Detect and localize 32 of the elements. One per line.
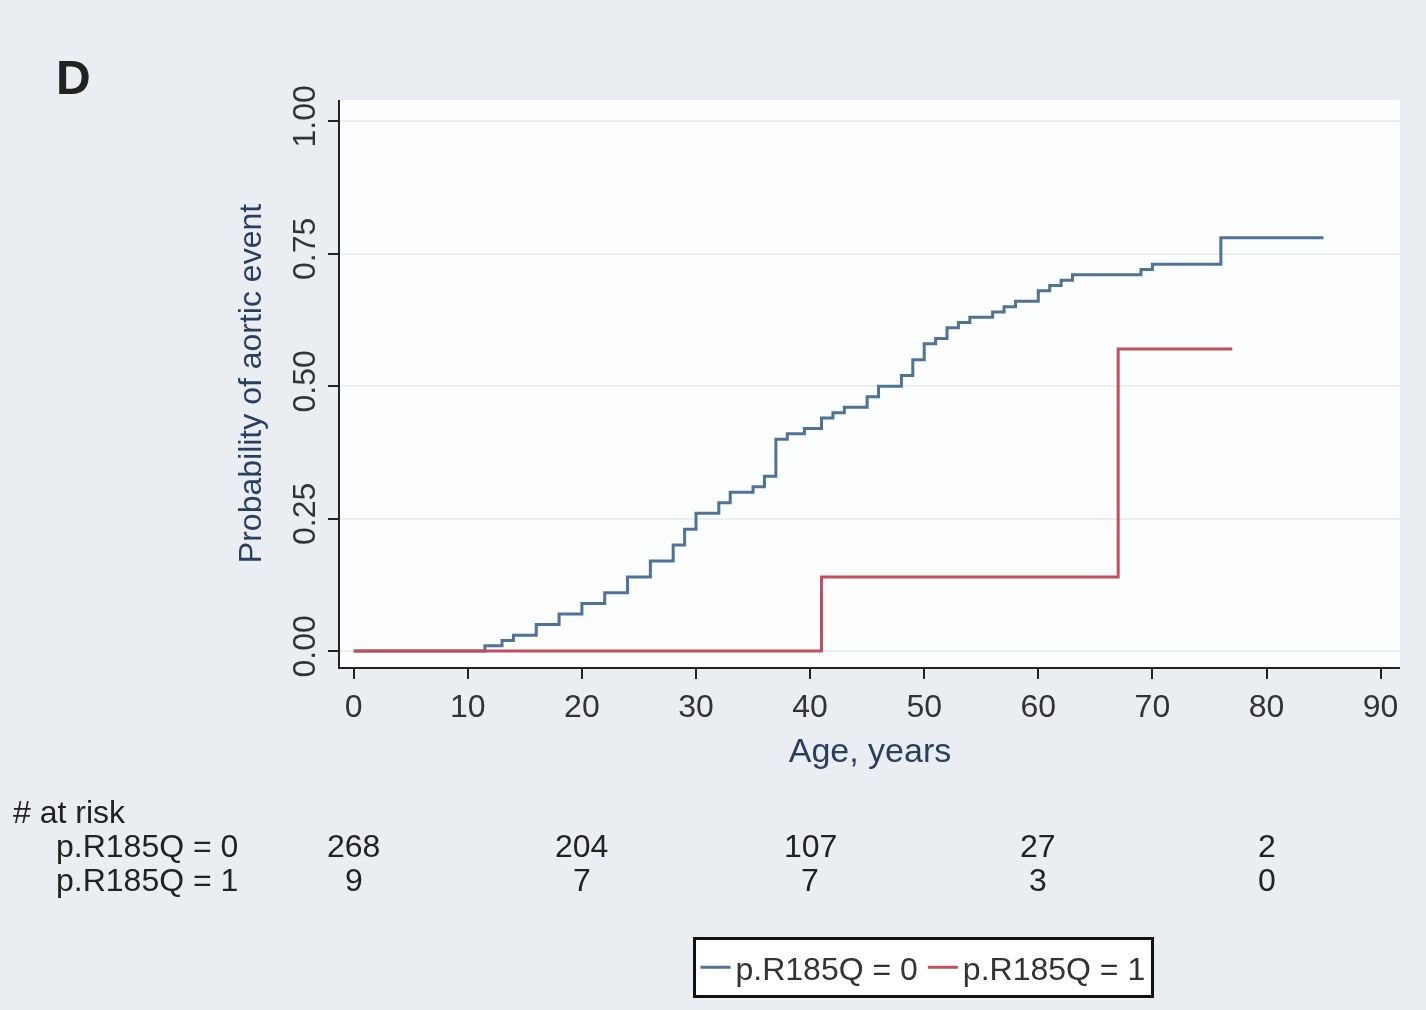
text: 2	[1258, 828, 1276, 864]
text: 107	[784, 828, 838, 864]
legend-label: p.R185Q = 1	[962, 950, 1146, 987]
text: 7	[801, 862, 819, 898]
text: 27	[1020, 828, 1056, 864]
text: # at risk	[13, 794, 127, 830]
x-tick-label: 40	[792, 688, 828, 725]
y-tick-label: 0.00	[286, 615, 323, 678]
text: 0	[1258, 862, 1276, 898]
y-tick-label: 1.00	[286, 85, 323, 148]
text: 268	[327, 828, 381, 864]
x-tick-label: 70	[1134, 688, 1171, 725]
y-tick-label: 0.50	[286, 350, 323, 413]
text: p.R185Q = 0	[56, 828, 239, 864]
legend-label: p.R185Q = 0	[735, 950, 918, 987]
text: 9	[345, 862, 363, 898]
text: D	[56, 51, 91, 104]
y-axis-title: Probability of aortic event	[232, 203, 268, 564]
y-tick-label: 0.75	[286, 217, 323, 281]
text: 3	[1029, 862, 1047, 898]
x-tick-label: 90	[1362, 688, 1399, 725]
x-tick-label: 20	[564, 688, 600, 725]
text: 7	[573, 862, 591, 898]
x-tick-label: 60	[1020, 688, 1057, 725]
x-tick-label: 80	[1248, 688, 1285, 725]
x-axis-title: Age, years	[788, 731, 952, 770]
x-tick-label: 0	[344, 688, 363, 725]
text: 204	[555, 828, 609, 864]
x-tick-label: 10	[449, 688, 486, 725]
x-tick-label: 50	[906, 688, 942, 725]
y-tick-label: 0.25	[286, 482, 323, 545]
x-tick-label: 30	[678, 688, 714, 725]
